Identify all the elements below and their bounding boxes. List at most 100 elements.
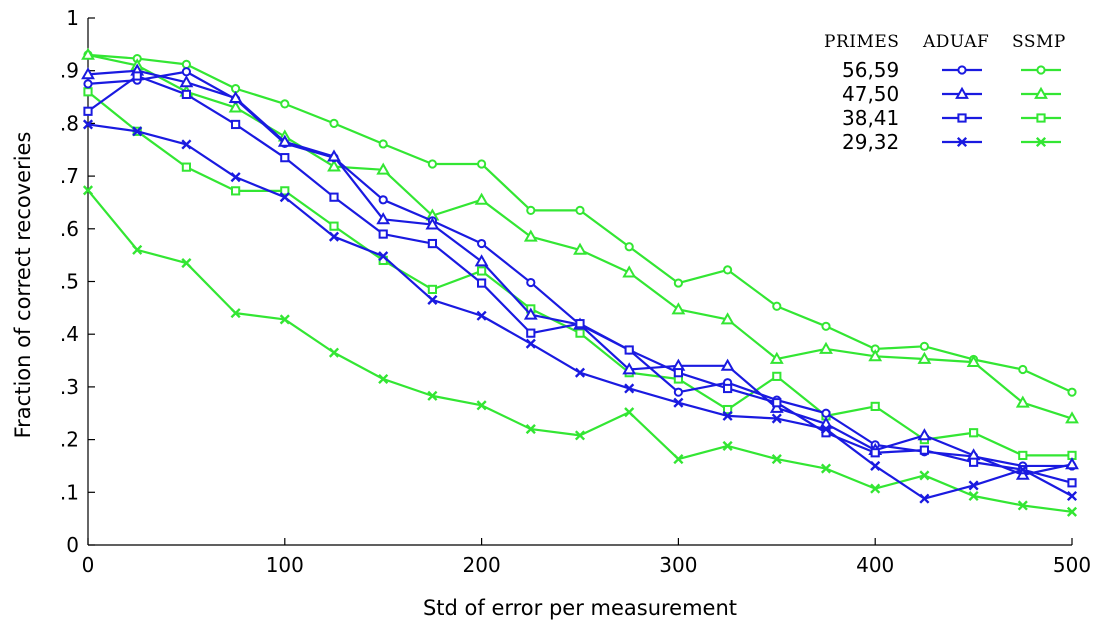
data-point — [329, 118, 339, 129]
data-point — [280, 186, 290, 196]
data-point — [673, 454, 684, 465]
data-point — [1067, 387, 1077, 397]
data-point — [181, 139, 192, 150]
x-tick-label: 500 — [1053, 553, 1091, 577]
data-point — [968, 490, 979, 502]
data-point — [919, 470, 930, 481]
data-point — [821, 321, 831, 331]
legend-row-label: 29,32 — [842, 130, 899, 154]
data-point — [574, 367, 586, 378]
legend-swatch-aduaf — [942, 136, 982, 148]
data-point — [723, 404, 733, 415]
x-tick-label: 300 — [659, 553, 697, 577]
data-point — [1036, 113, 1046, 123]
data-point — [575, 319, 585, 329]
data-point — [957, 65, 967, 75]
data-point — [181, 258, 192, 269]
data-point — [279, 192, 290, 203]
series-line — [87, 70, 1072, 468]
data-point — [181, 67, 191, 77]
legend-swatch-aduaf — [942, 86, 982, 99]
data-point — [376, 212, 391, 225]
data-point — [1036, 65, 1046, 75]
data-point — [230, 308, 241, 319]
legend-swatch-ssmp — [1021, 65, 1061, 75]
series-ssmp-38-41 — [83, 87, 1077, 461]
x-tick-label: 100 — [266, 553, 304, 577]
data-point — [624, 242, 634, 252]
data-point — [1065, 457, 1079, 470]
data-point — [573, 242, 587, 255]
data-point — [427, 159, 437, 169]
series-line — [87, 74, 1073, 484]
data-point — [181, 162, 192, 172]
legend-header-aduaf: ADUAF — [922, 32, 989, 52]
data-point — [1066, 490, 1078, 502]
y-tick-label: .6 — [60, 217, 79, 241]
data-point — [181, 89, 192, 100]
data-point — [427, 238, 437, 249]
data-point — [1066, 506, 1078, 517]
data-point — [772, 371, 782, 381]
legend-header-ssmp: SSMP — [1012, 32, 1066, 52]
y-tick-label: .9 — [60, 59, 79, 83]
y-tick-label: 0 — [66, 533, 79, 557]
data-point — [771, 413, 782, 424]
data-point — [1018, 450, 1028, 461]
data-point — [280, 153, 290, 163]
data-point — [477, 278, 487, 288]
data-point — [82, 185, 94, 196]
data-point — [957, 113, 967, 123]
data-point — [474, 192, 489, 205]
data-point — [525, 424, 536, 435]
data-point — [181, 59, 191, 69]
data-point — [870, 460, 881, 471]
data-point — [228, 90, 243, 104]
legend-swatch-ssmp — [1021, 86, 1061, 99]
data-point — [870, 401, 880, 411]
data-point — [955, 86, 969, 99]
series-line — [87, 69, 1073, 477]
data-point — [378, 195, 388, 205]
legend-header-primes: PRIMES — [824, 32, 899, 52]
y-tick-label: .5 — [60, 270, 79, 294]
data-point — [477, 159, 487, 169]
y-axis-title: Fraction of correct recoveries — [11, 132, 35, 439]
data-point — [769, 400, 784, 413]
series-line — [87, 90, 1072, 457]
y-tick-label: 1 — [66, 6, 79, 30]
data-point — [231, 119, 241, 130]
data-point — [769, 351, 784, 364]
data-point — [477, 238, 487, 249]
data-point — [82, 119, 94, 130]
data-point — [820, 463, 832, 474]
data-point — [673, 387, 684, 397]
data-point — [1034, 86, 1048, 99]
data-point — [772, 398, 782, 408]
y-tick-label: .7 — [60, 164, 79, 188]
data-point — [427, 390, 438, 401]
data-point — [81, 67, 95, 80]
data-point — [919, 445, 929, 455]
data-point — [477, 266, 487, 276]
data-point — [228, 100, 243, 113]
data-point — [525, 338, 536, 349]
data-point — [327, 159, 341, 172]
data-point — [821, 408, 831, 418]
legend-swatch-ssmp — [1021, 113, 1061, 123]
y-tick-label: .4 — [60, 322, 79, 346]
data-point — [722, 410, 733, 421]
data-point — [81, 47, 95, 60]
data-point — [476, 400, 487, 411]
data-point — [673, 278, 684, 288]
data-point — [526, 328, 536, 338]
series-ssmp-29-32 — [82, 185, 1078, 517]
data-point — [1067, 478, 1077, 488]
data-point — [771, 454, 782, 465]
legend-row-label: 47,50 — [842, 82, 899, 106]
legend: PRIMES ADUAF SSMP 56,59 47,50 38,41 29,3… — [824, 32, 1066, 154]
data-point — [132, 126, 143, 137]
data-point — [526, 277, 536, 288]
data-point — [720, 312, 735, 325]
